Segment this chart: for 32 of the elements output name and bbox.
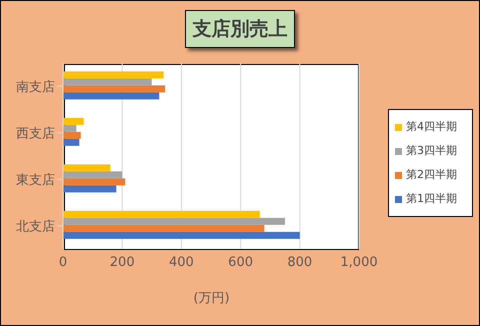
bar [63, 218, 285, 225]
x-tick-label: 800 [287, 255, 312, 270]
bar [63, 210, 260, 218]
chart-title: 支店別売上 [185, 10, 295, 48]
x-axis-title: (万円) [192, 290, 231, 307]
legend-label: 第1四半期 [406, 191, 457, 207]
bar [63, 78, 152, 86]
bar [63, 71, 164, 78]
bar [63, 171, 122, 178]
bar [63, 124, 76, 132]
bar [63, 85, 166, 92]
y-tick-label: 北支店 [16, 218, 55, 234]
bar [63, 232, 300, 239]
y-tick-label: 東支店 [16, 172, 55, 188]
bar [63, 118, 84, 125]
bar [63, 164, 110, 172]
bar [63, 224, 264, 232]
y-tick-label: 南支店 [16, 78, 55, 95]
x-tick-label: 400 [168, 255, 194, 270]
x-tick-label: 0 [58, 255, 68, 270]
legend-label: 第3四半期 [406, 143, 457, 159]
x-tick-label: 600 [228, 255, 254, 270]
bar [63, 178, 126, 186]
bar [63, 185, 116, 192]
bar [63, 92, 160, 100]
legend-label: 第2四半期 [406, 167, 457, 183]
x-tick-label: 200 [110, 255, 135, 270]
bar [63, 138, 80, 146]
x-tick-label: 1,000 [340, 255, 378, 270]
y-tick-label: 西支店 [16, 125, 55, 142]
legend-label: 第4四半期 [406, 119, 457, 135]
bar [63, 132, 81, 139]
